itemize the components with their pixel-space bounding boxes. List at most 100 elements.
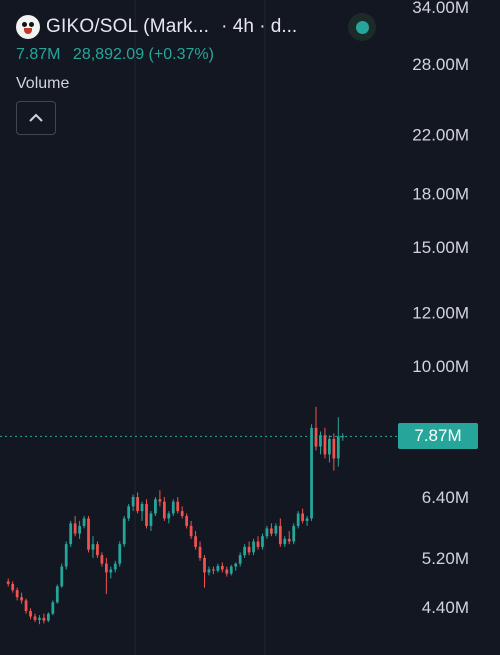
candle-body (73, 523, 77, 534)
candle-body (127, 506, 131, 519)
candle-body (301, 513, 305, 521)
price-axis-label: 28.00M (412, 55, 469, 74)
candle (149, 511, 153, 532)
candle-body (287, 538, 291, 542)
candle-body (78, 525, 81, 534)
candle (225, 566, 229, 577)
price-axis-label: 34.00M (412, 0, 469, 17)
candle (55, 584, 59, 604)
candle (243, 544, 247, 558)
candle (6, 578, 10, 587)
candle-body (33, 616, 37, 620)
candle-body (140, 503, 144, 512)
candle (167, 511, 171, 524)
candle-body (145, 503, 148, 526)
price-axis-label: 5.20M (422, 549, 469, 568)
legend-symbol-row[interactable]: GIKO/SOL (Mark... · 4h · d... (16, 14, 396, 40)
candle-body (207, 569, 211, 573)
candle (42, 613, 46, 624)
candle-body (203, 557, 206, 573)
candle (109, 566, 113, 579)
candle-body (247, 546, 251, 553)
candle (60, 563, 64, 588)
candle (252, 538, 255, 556)
candle-body (42, 617, 46, 621)
candle-body (122, 518, 126, 545)
candle-body (6, 581, 10, 584)
candle (207, 566, 211, 576)
candle-body (87, 518, 90, 550)
candle-body (136, 497, 139, 512)
candle-body (336, 436, 340, 459)
candle-body (252, 541, 255, 553)
candle (162, 497, 166, 521)
candle (20, 592, 23, 604)
candle-body (11, 583, 15, 591)
candle-body (323, 435, 327, 455)
candle (220, 562, 224, 573)
candle (323, 427, 327, 459)
price-axis[interactable]: 4.40M 5.20M 6.40M 10.00M 12.00M 15.00M 18.00M 2… (412, 0, 469, 617)
price-axis-label: 12.00M (412, 303, 469, 322)
candle (38, 615, 41, 625)
candle (87, 515, 90, 553)
last-value: 7.87M (16, 46, 61, 63)
candle (122, 515, 126, 547)
candle (136, 492, 139, 514)
interval-label[interactable]: · 4h · d... (221, 16, 298, 37)
candle-body (238, 555, 242, 564)
candle-body (198, 546, 202, 558)
candle (203, 555, 206, 588)
candle (238, 552, 242, 567)
candle (332, 433, 336, 471)
candle-body (64, 544, 68, 567)
candle (310, 424, 313, 521)
candle (51, 600, 55, 616)
market-open-dot-icon[interactable] (348, 13, 376, 41)
candle-body (171, 501, 175, 514)
candle-body (82, 518, 86, 526)
candle-body (296, 513, 300, 526)
candle (287, 531, 291, 545)
candle-body (118, 544, 122, 564)
candle-body (38, 617, 41, 620)
candle-body (180, 511, 184, 516)
candle (118, 541, 122, 567)
candle (100, 552, 104, 567)
candle-body (261, 536, 264, 547)
candle (328, 435, 331, 463)
collapse-legend-button[interactable] (16, 101, 56, 135)
candle-body (113, 563, 117, 570)
candles (6, 406, 345, 625)
candle-body (229, 566, 233, 574)
candle-body (69, 523, 73, 545)
legend-values: 7.87M 28,892.09 (+0.37%) (16, 46, 396, 64)
candle (194, 531, 197, 550)
candle-body (109, 569, 113, 573)
candle-body (234, 563, 238, 567)
candle (82, 515, 86, 529)
symbol-name[interactable]: GIKO/SOL (Mark... (46, 16, 210, 37)
candle (113, 560, 117, 573)
candle (198, 541, 202, 561)
candle-body (46, 613, 50, 621)
candle-body (96, 544, 99, 556)
candle (11, 581, 15, 593)
candle-body (225, 569, 229, 574)
candle-body (15, 590, 19, 598)
candle (15, 587, 19, 601)
candle-body (283, 538, 287, 545)
candle (314, 406, 318, 451)
candle (29, 608, 32, 620)
candle-body (243, 546, 247, 556)
candle (189, 520, 193, 539)
candle (73, 515, 77, 537)
candle (91, 536, 95, 558)
price-axis-label: 10.00M (412, 357, 469, 376)
candle-body (189, 525, 193, 537)
candle (229, 564, 233, 576)
price-axis-label: 15.00M (412, 238, 469, 257)
candle (24, 598, 28, 614)
